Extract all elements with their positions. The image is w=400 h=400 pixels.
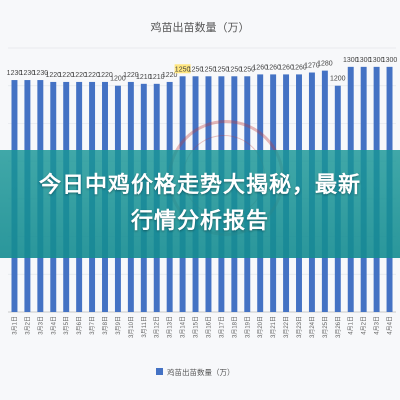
value-label: 1220 (84, 72, 100, 79)
value-label: 1220 (71, 72, 87, 79)
value-label: 1260 (291, 64, 307, 71)
legend-swatch (156, 368, 163, 375)
chart-title: 鸡苗出苗数量（万） (151, 20, 250, 34)
value-label: 1260 (278, 64, 294, 71)
x-tick-label: 4月4日 (387, 316, 394, 335)
value-labels: 1230123012301220122012201220122012001220… (7, 57, 398, 83)
x-tick-label: 3月16日 (205, 316, 212, 338)
x-tick-label: 3月17日 (218, 316, 225, 338)
value-label: 1200 (330, 76, 346, 83)
x-tick-label: 3月14日 (180, 316, 187, 338)
x-tick-labels: 3月1日 3月2日 3月3日 3月4日 3月5日 3月6日 3月7日 3月8日 3月9日 3月10… (11, 316, 393, 338)
x-tick-label: 3月18日 (231, 316, 238, 338)
value-label: 1250 (188, 66, 204, 73)
legend-label: 鸡苗出苗数量（万） (167, 367, 235, 377)
value-label: 1220 (58, 72, 74, 79)
x-tick-label: 3月26日 (335, 316, 342, 338)
value-label: 1230 (7, 70, 23, 77)
value-label: 1260 (265, 64, 281, 71)
x-tick-label: 3月25日 (322, 316, 329, 338)
value-label: 1300 (343, 57, 359, 64)
value-label: 1250 (227, 66, 243, 73)
x-tick-label: 3月7日 (89, 316, 96, 335)
value-label: 1300 (382, 57, 398, 64)
value-label: 1250 (214, 66, 230, 73)
value-label: 1230 (20, 70, 36, 77)
headline-text: 今日中鸡价格走势大揭秘，最新行情分析报告 (38, 173, 361, 234)
x-tick-label: 3月13日 (167, 316, 174, 338)
x-tick-label: 3月5日 (63, 316, 70, 335)
x-tick-label: 3月9日 (115, 316, 122, 335)
x-tick-label: 3月6日 (76, 316, 83, 335)
value-label: 1250 (239, 66, 255, 73)
value-label: 1220 (97, 72, 113, 79)
x-tick-label: 3月3日 (37, 316, 44, 335)
value-label: 1300 (369, 57, 385, 64)
value-label: 1210 (149, 74, 165, 81)
x-tick-label: 3月4日 (50, 316, 57, 335)
x-tick-label: 3月19日 (244, 316, 251, 338)
value-label: 1220 (123, 72, 139, 79)
value-label: 1220 (162, 72, 178, 79)
x-tick-label: 3月8日 (102, 316, 109, 335)
x-tick-label: 3月24日 (309, 316, 316, 338)
x-tick-label: 3月2日 (24, 316, 31, 335)
value-label: 1300 (356, 57, 372, 64)
value-label: 1210 (136, 74, 152, 81)
x-tick-label: 3月22日 (283, 316, 290, 338)
x-tick-label: 3月10日 (128, 316, 135, 338)
value-label: 1250 (175, 66, 191, 73)
value-label: 1230 (33, 70, 49, 77)
value-label: 1280 (317, 61, 333, 68)
x-tick-label: 3月20日 (257, 316, 264, 338)
value-label-highlight (174, 64, 191, 74)
legend: 鸡苗出苗数量（万） (156, 367, 235, 377)
x-tick-label: 4月3日 (374, 316, 381, 335)
value-label: 1260 (252, 64, 268, 71)
x-tick-label: 3月23日 (296, 316, 303, 338)
value-label: 1200 (110, 76, 126, 83)
x-tick-label: 4月2日 (361, 316, 368, 335)
x-tick-label: 4月1日 (348, 316, 355, 335)
value-label: 1220 (45, 72, 61, 79)
value-label: 1270 (304, 63, 320, 70)
x-tick-label: 3月15日 (193, 316, 200, 338)
x-tick-label: 3月11日 (141, 316, 148, 338)
value-label: 1250 (201, 66, 217, 73)
x-tick-label: 3月1日 (11, 316, 18, 335)
x-tick-label: 3月12日 (154, 316, 161, 338)
headline-banner: 今日中鸡价格走势大揭秘，最新行情分析报告 (0, 150, 400, 258)
x-tick-label: 3月21日 (270, 316, 277, 338)
